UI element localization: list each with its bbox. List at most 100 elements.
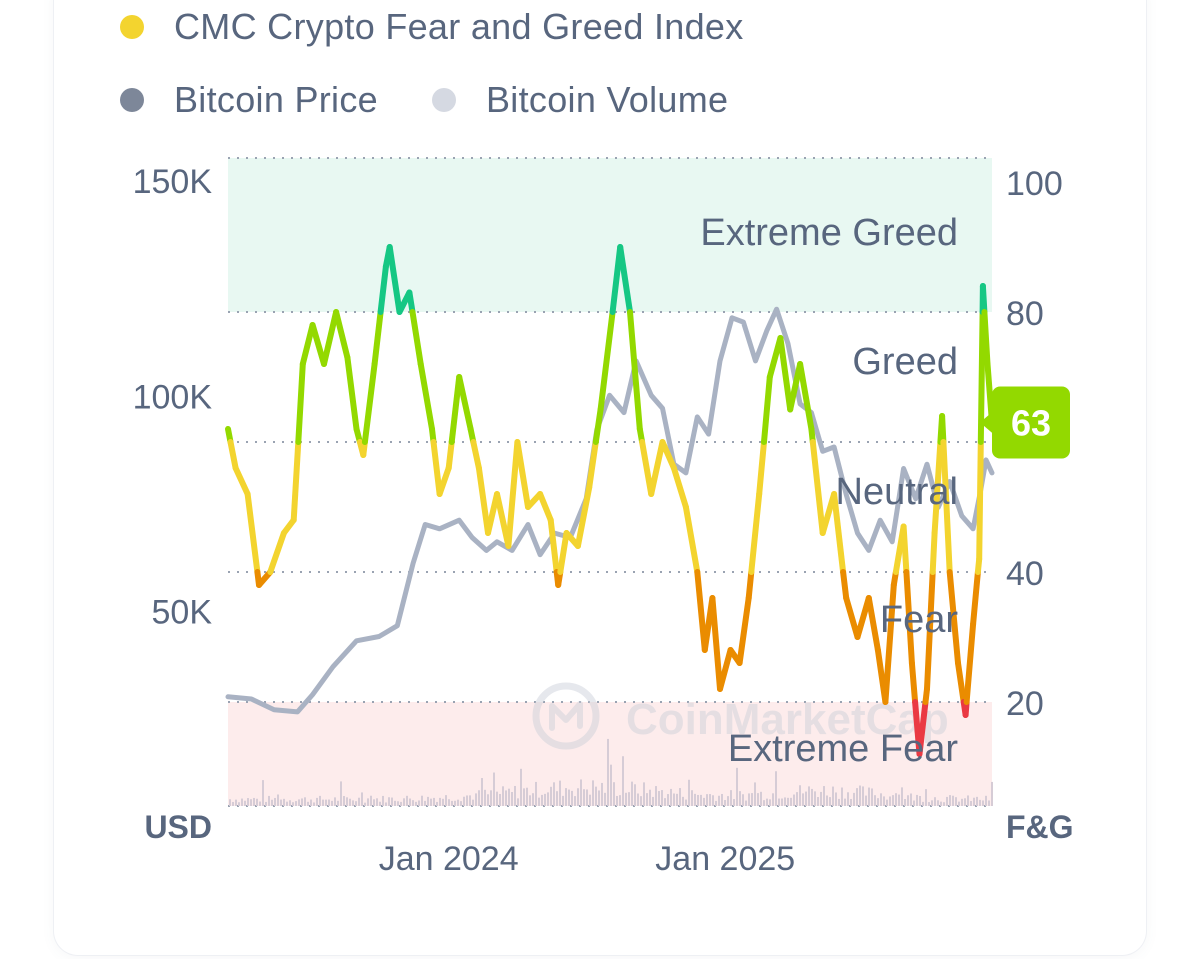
volume-bar <box>598 790 600 806</box>
legend-item-fear-greed[interactable]: CMC Crypto Fear and Greed Index <box>120 6 744 48</box>
fear-greed-segment <box>295 361 306 445</box>
fear-greed-segment <box>505 439 521 549</box>
volume-bar <box>292 802 294 806</box>
volume-bar <box>286 801 288 806</box>
volume-bar <box>787 797 789 806</box>
fear-greed-segment <box>321 309 340 367</box>
fear-greed-segment <box>809 439 826 536</box>
volume-bar <box>574 796 576 806</box>
volume-bar <box>466 795 468 806</box>
fear-greed-segment <box>976 439 984 562</box>
volume-bar <box>538 797 540 806</box>
volume-bar <box>955 797 957 806</box>
volume-bar <box>892 795 894 806</box>
zone-label: Extreme Greed <box>700 212 958 254</box>
volume-bar <box>310 799 312 806</box>
fear-greed-segment <box>547 517 560 575</box>
volume-bar <box>865 795 867 806</box>
volume-bar <box>829 797 831 806</box>
fear-greed-segment <box>670 465 689 510</box>
volume-bar <box>937 800 939 806</box>
fear-greed-segment <box>940 439 953 575</box>
fear-greed-segment <box>979 283 988 315</box>
volume-bar <box>625 792 627 806</box>
volume-bar <box>553 782 555 806</box>
volume-bar <box>943 802 945 806</box>
volume-bar <box>493 772 495 806</box>
volume-bar <box>379 801 381 806</box>
fear-greed-segment <box>309 322 327 367</box>
fear-greed-segment <box>597 309 616 413</box>
volume-bar <box>652 796 654 806</box>
volume-bar <box>568 789 570 806</box>
volume-bar <box>952 795 954 806</box>
volume-bar <box>373 799 375 806</box>
volume-bar <box>841 787 843 806</box>
volume-bar <box>325 799 327 806</box>
x-axis-tick-label: Jan 2025 <box>655 840 795 878</box>
fear-greed-segment <box>361 361 378 445</box>
volume-bar <box>316 797 318 806</box>
fear-greed-segment <box>371 309 384 367</box>
volume-bar <box>859 785 861 806</box>
volume-bar <box>535 781 537 806</box>
left-axis-tick-label: 150K <box>133 163 213 201</box>
fear-greed-segment <box>659 439 677 471</box>
volume-bar <box>796 792 798 806</box>
volume-bar <box>502 786 504 806</box>
volume-bar <box>364 802 366 806</box>
volume-bar <box>700 794 702 806</box>
volume-bar <box>475 793 477 806</box>
volume-bar <box>322 799 324 806</box>
fear-greed-segment <box>709 595 723 692</box>
volume-bar <box>616 795 618 806</box>
volume-bar <box>541 794 543 806</box>
volume-bar <box>229 799 231 806</box>
volume-bar <box>664 798 666 806</box>
volume-bar <box>307 801 309 806</box>
legend-row-1: CMC Crypto Fear and Greed Index <box>120 2 798 52</box>
volume-bar <box>946 796 948 806</box>
volume-bar <box>931 800 933 806</box>
volume-bar <box>529 795 531 806</box>
fear-greed-segment <box>756 439 767 497</box>
volume-bar <box>571 790 573 806</box>
fear-greed-segment <box>386 244 403 315</box>
volume-bar <box>457 799 459 806</box>
volume-bar <box>835 792 837 806</box>
volume-bar <box>895 793 897 806</box>
volume-bar <box>424 800 426 806</box>
volume-bar <box>484 789 486 806</box>
volume-bar <box>418 800 420 806</box>
volume-bar <box>592 780 594 806</box>
fear-greed-segment <box>377 263 389 315</box>
volume-bar <box>280 799 282 806</box>
volume-bar <box>544 793 546 806</box>
volume-bar <box>511 791 513 806</box>
volume-bar <box>274 797 276 806</box>
fear-greed-segment <box>916 699 929 757</box>
volume-bar <box>577 788 579 806</box>
volume-bar <box>409 798 411 806</box>
volume-bar <box>667 794 669 806</box>
legend-label: CMC Crypto Fear and Greed Index <box>174 6 744 47</box>
fear-greed-segment <box>448 374 463 445</box>
volume-bar <box>565 788 567 806</box>
volume-bar <box>817 797 819 806</box>
volume-bar <box>868 787 870 806</box>
volume-bar <box>727 796 729 806</box>
volume-bar <box>523 788 525 806</box>
fear-greed-segment <box>865 595 881 653</box>
volume-bar <box>400 801 402 806</box>
fear-greed-segment <box>900 523 910 575</box>
bitcoin-price-dot-icon <box>120 88 144 112</box>
right-axis-tick-label: 100 <box>1006 165 1063 203</box>
volume-bar <box>559 780 561 806</box>
legend-item-bitcoin-volume[interactable]: Bitcoin Volume <box>431 79 728 121</box>
watermark-text: CoinMarketCap <box>626 695 949 744</box>
volume-bar <box>517 798 519 806</box>
volume-bar <box>898 794 900 806</box>
legend-item-bitcoin-price[interactable]: Bitcoin Price <box>120 79 378 121</box>
volume-bar <box>367 798 369 806</box>
fear-greed-segment <box>924 569 936 692</box>
